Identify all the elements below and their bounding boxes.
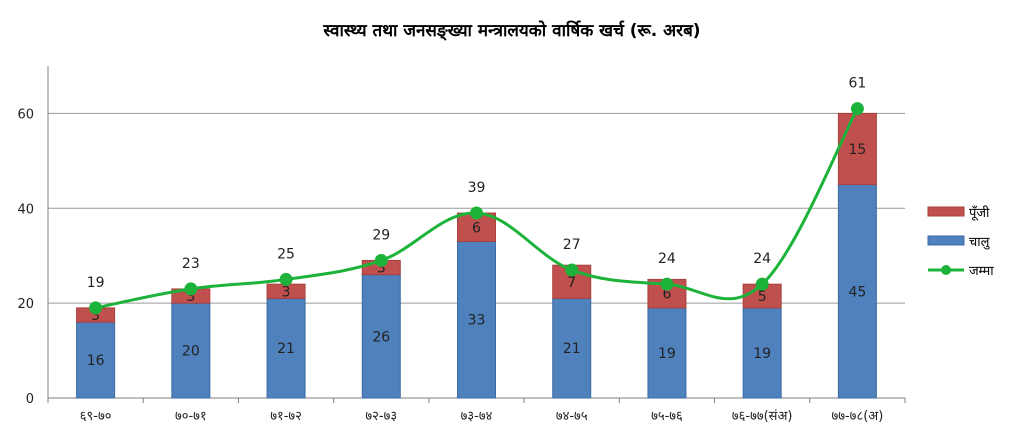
total-value-label: 24 — [658, 251, 676, 267]
x-tick-label: ७६-७७(संअ) — [732, 409, 793, 424]
bar-value-label: 19 — [753, 346, 771, 362]
total-point — [660, 277, 674, 291]
legend-swatch — [927, 206, 965, 217]
legend-marker — [941, 265, 951, 275]
total-value-label: 27 — [563, 237, 581, 253]
x-tick-label: ७३-७४ — [461, 409, 493, 424]
bar-segment — [837, 184, 877, 399]
bar-value-label: 5 — [758, 289, 767, 305]
legend-swatch — [927, 235, 965, 246]
y-tick-label: 0 — [26, 392, 34, 407]
x-tick-label: ७१-७२ — [270, 409, 302, 424]
bar-value-label: 15 — [848, 142, 866, 158]
total-value-label: 25 — [277, 246, 295, 262]
bar-segment — [552, 297, 592, 399]
total-point — [470, 206, 483, 220]
total-point — [374, 253, 388, 267]
x-tick-label: ७७-७८(अ) — [831, 409, 883, 424]
x-tick-label: ७०-७१ — [175, 409, 207, 424]
x-tick-label: ७४-७५ — [556, 409, 588, 424]
y-tick-label: 40 — [17, 202, 34, 217]
total-point — [565, 263, 579, 277]
bar-value-label: 16 — [87, 353, 105, 369]
total-value-label: 23 — [182, 256, 200, 272]
legend-label: जम्मा — [969, 264, 994, 279]
x-tick-label: ७५-७६ — [651, 409, 683, 424]
bar-value-label: 3 — [377, 261, 386, 277]
bar-value-label: 21 — [563, 341, 581, 357]
y-tick-label: 20 — [17, 297, 34, 312]
total-value-label: 19 — [87, 275, 105, 291]
bar-value-label: 6 — [662, 287, 671, 303]
total-value-label: 29 — [372, 227, 390, 243]
total-value-label: 24 — [753, 251, 771, 267]
legend-label: चालु — [969, 235, 990, 250]
y-tick-label: 60 — [17, 107, 34, 122]
bar-value-label: 26 — [372, 329, 390, 345]
bar-value-label: 3 — [282, 284, 291, 300]
total-value-label: 61 — [848, 76, 866, 92]
bar-value-label: 20 — [182, 344, 200, 360]
bar-value-label: 45 — [848, 284, 866, 300]
bar-value-label: 21 — [277, 341, 295, 357]
x-tick-label: ६९-७० — [80, 409, 112, 424]
chart-title: स्वास्थ्य तथा जनसङ्ख्या मन्त्रालयको वार्… — [323, 21, 701, 41]
bar-value-label: 33 — [468, 313, 486, 329]
bar-value-label: 3 — [91, 308, 100, 324]
bar-segment — [457, 240, 496, 399]
bar-segment — [76, 321, 116, 399]
bar-value-label: 6 — [472, 220, 481, 236]
x-tick-label: ७२-७३ — [365, 409, 397, 424]
total-value-label: 39 — [468, 180, 486, 196]
legend-label: पूँजी — [969, 205, 990, 221]
total-point — [184, 282, 198, 296]
total-point — [755, 277, 769, 291]
bar-segment — [266, 297, 306, 399]
bar-segment — [361, 274, 401, 399]
total-point — [279, 272, 293, 286]
bar-segment — [171, 302, 211, 399]
total-point — [850, 102, 864, 116]
bar-value-label: 3 — [186, 289, 195, 305]
total-point — [89, 301, 103, 315]
bar-value-label: 19 — [658, 346, 676, 362]
bar-segment — [742, 307, 782, 399]
bar-value-label: 7 — [567, 275, 576, 291]
